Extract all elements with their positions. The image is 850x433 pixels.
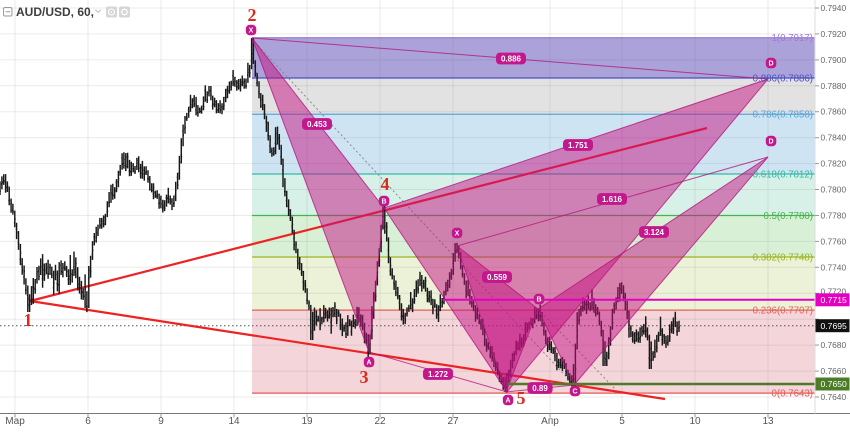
svg-text:0.7840: 0.7840: [821, 133, 847, 143]
svg-text:4: 4: [381, 174, 390, 194]
svg-text:9: 9: [158, 416, 164, 427]
svg-text:X: X: [249, 28, 254, 35]
svg-text:5: 5: [517, 388, 526, 408]
svg-text:0.7740: 0.7740: [821, 262, 847, 272]
svg-text:A: A: [505, 398, 510, 405]
svg-text:10: 10: [689, 416, 701, 427]
svg-text:5: 5: [619, 416, 625, 427]
svg-text:0.7820: 0.7820: [821, 159, 847, 169]
svg-text:0.886: 0.886: [501, 55, 522, 64]
svg-text:0.786(0.7858): 0.786(0.7858): [753, 110, 813, 121]
svg-text:B: B: [536, 297, 541, 304]
svg-text:0.7640: 0.7640: [821, 392, 847, 402]
svg-text:19: 19: [301, 416, 313, 427]
svg-text:1(0.7917): 1(0.7917): [772, 33, 813, 44]
svg-text:0.7720: 0.7720: [821, 286, 847, 296]
svg-text:A: A: [366, 360, 371, 367]
svg-text:22: 22: [374, 416, 386, 427]
svg-text:1.616: 1.616: [602, 195, 623, 204]
svg-text:D: D: [768, 61, 773, 68]
svg-text:0.382(0.7748): 0.382(0.7748): [753, 252, 813, 263]
svg-text:D: D: [768, 139, 773, 146]
svg-text:0.7660: 0.7660: [821, 366, 847, 376]
svg-text:27: 27: [447, 416, 459, 427]
svg-text:Мар: Мар: [5, 416, 25, 427]
svg-text:3: 3: [360, 367, 369, 387]
svg-text:0.7715: 0.7715: [821, 295, 848, 305]
svg-text:2: 2: [248, 5, 257, 25]
svg-text:3.124: 3.124: [644, 228, 665, 237]
svg-text:0.7780: 0.7780: [821, 211, 847, 221]
svg-text:0.7880: 0.7880: [821, 81, 847, 91]
svg-text:0.89: 0.89: [532, 384, 548, 393]
svg-text:0.7695: 0.7695: [821, 321, 848, 331]
svg-text:B: B: [381, 199, 386, 206]
svg-text:0.7680: 0.7680: [821, 340, 847, 350]
svg-text:0.453: 0.453: [307, 120, 328, 129]
svg-text:13: 13: [762, 416, 774, 427]
svg-text:1: 1: [24, 310, 33, 330]
svg-text:0(0.7643): 0(0.7643): [772, 388, 813, 399]
svg-text:0.5(0.7780): 0.5(0.7780): [763, 211, 813, 222]
svg-text:6: 6: [85, 416, 91, 427]
svg-text:0.886(0.7886): 0.886(0.7886): [753, 73, 813, 84]
svg-text:0.7940: 0.7940: [821, 3, 847, 13]
svg-text:0.559: 0.559: [487, 273, 508, 282]
svg-text:0.7800: 0.7800: [821, 185, 847, 195]
svg-text:1.272: 1.272: [428, 370, 449, 379]
svg-text:AUD/USD, 60,: AUD/USD, 60,: [16, 5, 94, 19]
svg-text:Апр: Апр: [541, 416, 559, 427]
svg-text:1.751: 1.751: [568, 141, 589, 150]
svg-text:0.7860: 0.7860: [821, 107, 847, 117]
svg-text:C: C: [572, 389, 577, 396]
svg-text:0.7650: 0.7650: [821, 379, 848, 389]
svg-text:0.618(0.7812): 0.618(0.7812): [753, 169, 813, 180]
svg-text:0.7760: 0.7760: [821, 236, 847, 246]
svg-text:X: X: [455, 231, 460, 238]
svg-text:0.7900: 0.7900: [821, 55, 847, 65]
svg-text:0.7920: 0.7920: [821, 29, 847, 39]
svg-text:14: 14: [228, 416, 240, 427]
svg-text:0.236(0.7707): 0.236(0.7707): [753, 305, 813, 316]
